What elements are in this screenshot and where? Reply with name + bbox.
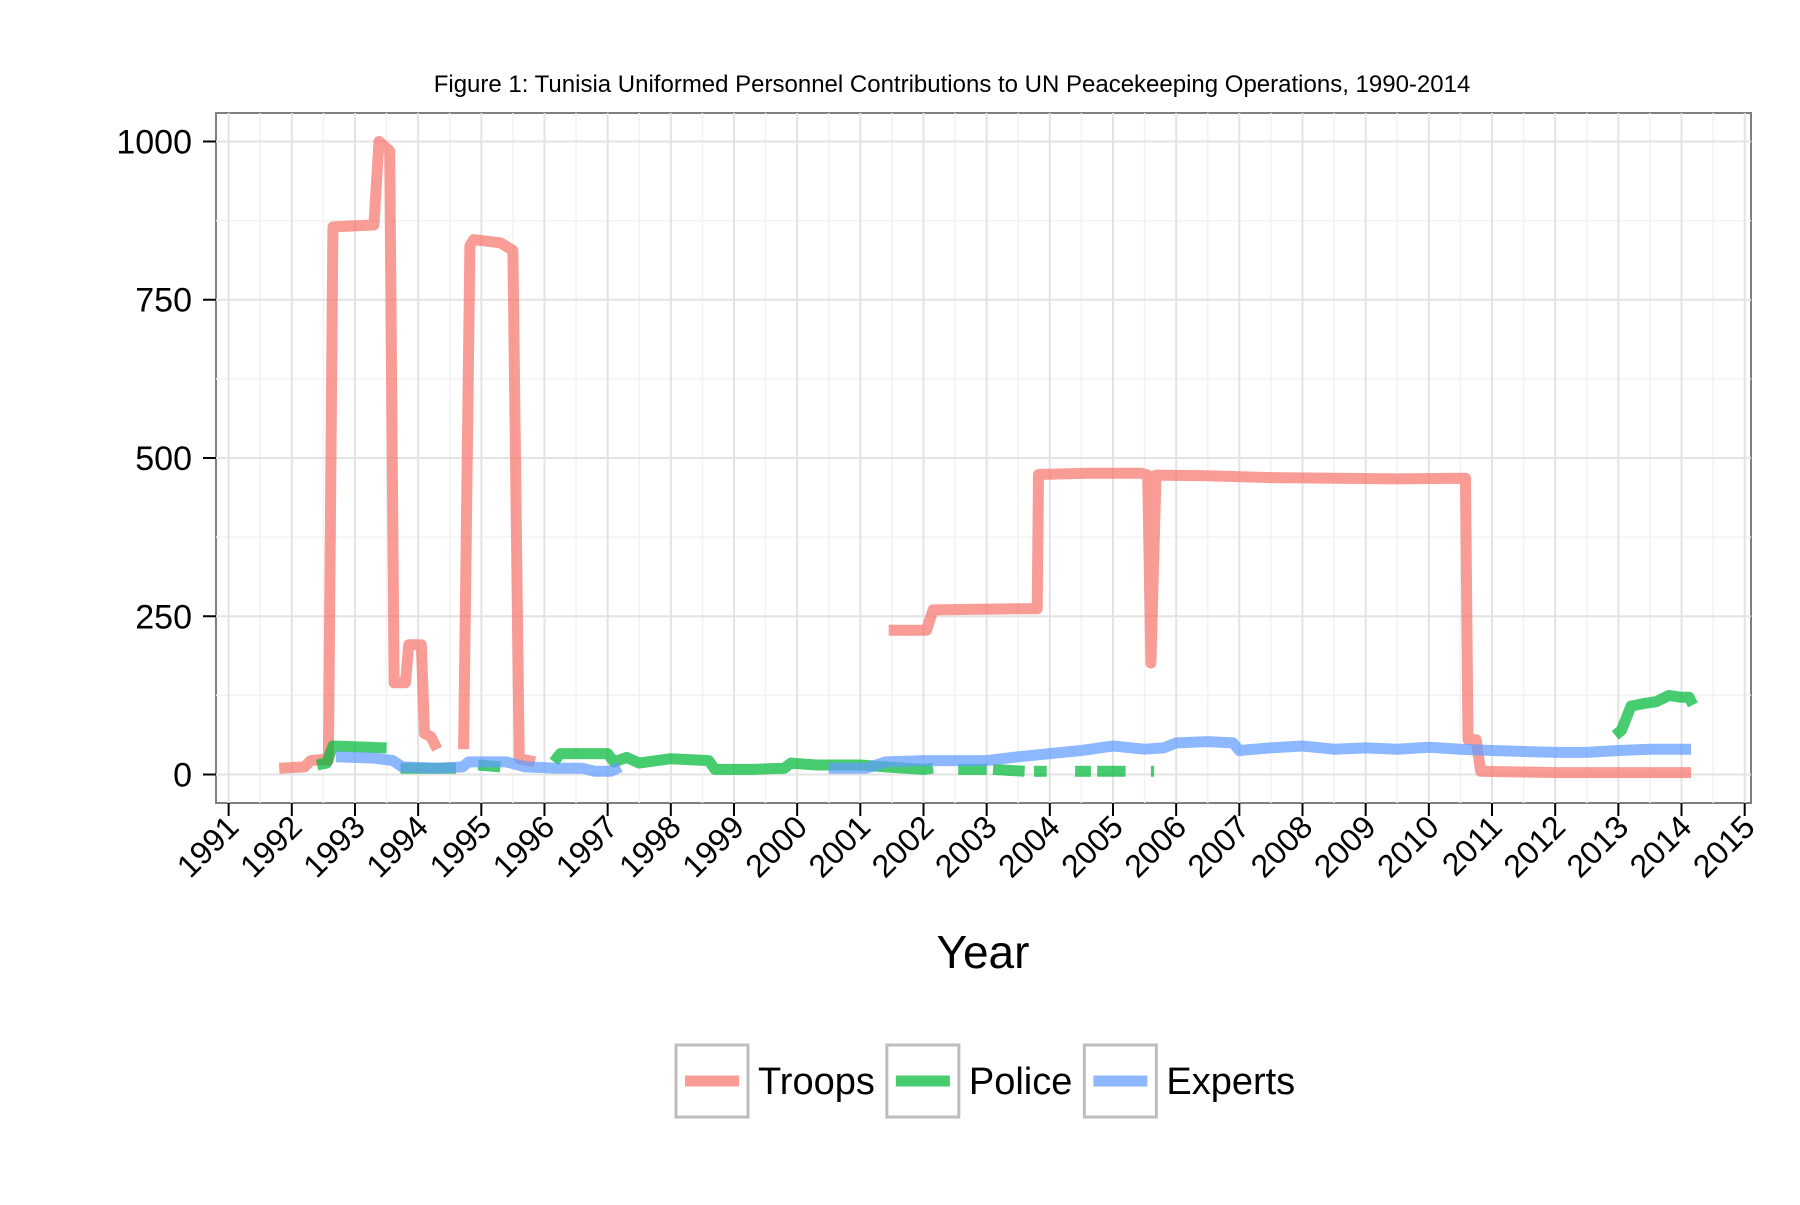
series-line-police	[1611, 689, 1698, 740]
x-tick-label: 2009	[1307, 808, 1383, 884]
legend: Troops Police Experts	[674, 1043, 1295, 1119]
x-tick-label: 2007	[1180, 808, 1256, 884]
x-tick-label: 2014	[1623, 808, 1699, 884]
x-tick-label: 2006	[1117, 808, 1193, 884]
grid	[216, 113, 1751, 803]
series-line-troops	[458, 234, 537, 768]
legend-label: Troops	[758, 1061, 875, 1103]
x-tick-label: 2004	[991, 808, 1067, 884]
y-tick-label: 1000	[116, 123, 192, 161]
series-lines	[278, 136, 1698, 779]
x-tick-label: 2015	[1686, 808, 1762, 884]
x-tick-label: 1991	[170, 808, 246, 884]
y-tick-label: 250	[135, 598, 192, 636]
x-tick-label: 2010	[1370, 808, 1446, 884]
y-tick-label: 500	[135, 440, 192, 478]
legend-item-experts: Experts	[1082, 1043, 1295, 1119]
x-tick-label: 1998	[612, 808, 688, 884]
legend-label: Police	[969, 1061, 1073, 1103]
x-tick-label: 2003	[928, 808, 1004, 884]
legend-label: Experts	[1166, 1061, 1295, 1103]
legend-item-troops: Troops	[674, 1043, 875, 1119]
x-tick-label: 2002	[865, 808, 941, 884]
series-line-experts	[828, 736, 1691, 774]
y-tick-label: 0	[173, 757, 192, 795]
series-line-experts	[335, 751, 623, 777]
x-tick-label: 1997	[549, 808, 625, 884]
x-tick-label: 2001	[801, 808, 877, 884]
series-experts	[335, 736, 1691, 777]
x-tick-label: 1995	[422, 808, 498, 884]
x-axis-title: Year	[937, 926, 1030, 978]
x-tick-label: 2005	[1054, 808, 1130, 884]
series-line-troops	[888, 467, 1691, 779]
x-tick-label: 1999	[675, 808, 751, 884]
x-tick-label: 1994	[359, 808, 435, 884]
x-tick-label: 2000	[738, 808, 814, 884]
chart-title: Figure 1: Tunisia Uniformed Personnel Co…	[434, 71, 1471, 98]
x-tick-label: 2012	[1496, 808, 1572, 884]
x-tick-label: 2008	[1244, 808, 1320, 884]
y-tick-label: 750	[135, 282, 192, 320]
x-tick-label: 2011	[1435, 808, 1509, 882]
series-line-police	[316, 740, 387, 771]
x-tick-label: 2013	[1560, 808, 1636, 884]
series-line-police	[992, 763, 1025, 777]
x-tick-label: 1993	[296, 808, 372, 884]
legend-item-police: Police	[885, 1043, 1073, 1119]
x-tick-label: 1992	[233, 808, 309, 884]
x-tick-label: 1996	[486, 808, 562, 884]
